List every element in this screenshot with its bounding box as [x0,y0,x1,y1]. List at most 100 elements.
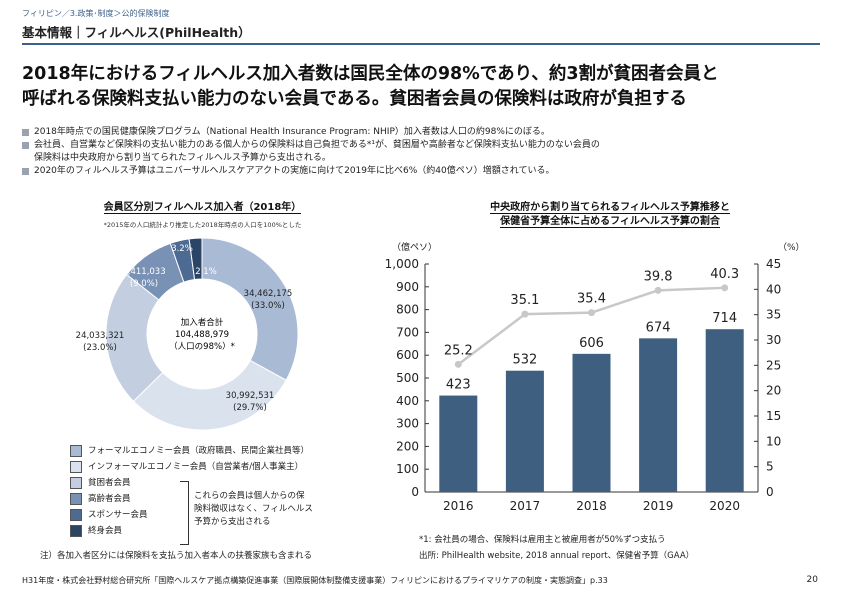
left-tick-label: 500 [396,371,419,385]
legend-poor: 貧困者会員 [70,475,309,491]
legend-sponsor: スポンサー会員 [70,507,309,523]
left-tick-label: 1,000 [385,257,419,271]
donut-chart: 34,462,175 (33.0%) 30,992,531 (29.7%) 24,033… [76,237,299,431]
ratio-point [654,286,662,294]
donut-center-line-3: （人口の98%）* [169,341,235,352]
left-tick-label: 0 [411,485,419,499]
bar-2016 [439,395,478,492]
ratio-value-label: 35.4 [577,292,606,307]
left-tick-label: 600 [396,348,419,362]
left-tick-label: 200 [396,439,419,453]
donut-pct-label-4: 3.2% [171,244,193,254]
legend-bracket [180,481,189,545]
left-tick-label: 800 [396,303,419,317]
bullet-1: 2018年時点での国民健康保険プログラム（National Health Ins… [22,126,822,139]
x-tick-label: 2018 [576,499,607,513]
x-tick-label: 2017 [510,499,541,513]
donut-pct-label-5: 2.1% [195,267,217,277]
bar-source: 出所: PhilHealth website, 2018 annual repo… [419,551,695,561]
legend-informal: インフォーマルエコノミー会員（自営業者/個人事業主） [70,459,309,475]
donut-center-line-1: 加入者合計 [181,317,224,328]
right-tick-label: 10 [766,434,781,448]
right-tick-label: 20 [766,384,781,398]
legend-swatch [70,509,82,521]
headline: 2018年におけるフィルヘルス加入者数は国民全体の98%であり、約3割が貧困者会… [22,62,822,112]
legend-senior: 高齢者会員 [70,491,309,507]
page-number: 20 [806,575,818,585]
right-tick-label: 25 [766,358,781,372]
right-tick-label: 0 [766,485,774,499]
ratio-point [521,310,529,318]
bar-value-label: 674 [646,320,671,335]
x-tick-label: 2019 [643,499,674,513]
bar-2017 [505,370,544,492]
donut-value-label-0: 34,462,175 [244,289,293,299]
right-axis-unit: （%） [778,242,805,253]
left-tick-label: 100 [396,462,419,476]
donut-footnote: 注）各加入者区分には保険料を支払う加入者本人の扶養家族も含まれる [40,551,313,561]
donut-pct-label-0: (33.0%) [251,301,285,311]
x-tick-label: 2016 [443,499,474,513]
title-divider [22,43,820,45]
ratio-point [588,309,595,317]
bullet-list: 2018年時点での国民健康保険プログラム（National Health Ins… [22,126,822,178]
legend-swatch [70,525,82,537]
right-tick-label: 45 [766,257,781,271]
donut-title: 会員区分別フィルヘルス加入者（2018年） [103,202,302,214]
ratio-value-label: 25.2 [444,343,473,358]
bar-value-label: 423 [446,378,471,393]
bar-value-label: 714 [712,311,737,326]
right-tick-label: 35 [766,308,781,322]
left-tick-label: 700 [396,325,419,339]
legend-swatch [70,477,82,489]
donut-slice-0 [201,237,299,381]
x-tick-label: 2020 [709,499,740,513]
legend-swatch [70,445,82,457]
left-tick-label: 900 [396,280,419,294]
donut-center-box [160,312,244,356]
donut-legend: フォーマルエコノミー会員（政府職員、民間企業社員等） インフォーマルエコノミー会… [70,443,309,539]
left-tick-label: 400 [396,394,419,408]
donut-value-label-3: 9,411,033 [122,267,165,277]
breadcrumb: フィリピン／3.政策･制度＞公的保険制度 [22,9,170,18]
bar-2019 [639,338,678,492]
section-title: 基本情報｜フィルヘルス(PhilHealth） [22,25,251,40]
donut-note: *2015年の人口統計より推定した2018年時点の人口を100%とした [103,221,302,229]
bar-value-label: 606 [579,336,604,351]
left-tick-label: 300 [396,417,419,431]
legend-formal: フォーマルエコノミー会員（政府職員、民間企業社員等） [70,443,309,459]
donut-value-label-2: 24,033,321 [76,331,125,341]
bar-2018 [572,353,611,492]
ratio-point [721,284,729,292]
donut-value-label-1: 30,992,531 [226,391,275,401]
ratio-value-label: 40.3 [710,267,739,282]
bar-line-chart: （億ペソ） （%）01002003004005006007008009001,00… [385,241,805,513]
donut-slice-5 [188,237,203,281]
bar-footnote: *1: 会社員の場合、保険料は雇用主と被雇用者が50%ずつ支払う [419,535,666,545]
donut-pct-label-3: (9.0%) [130,279,158,289]
ratio-point [454,360,462,368]
headline-line-2: 呼ばれる保険料支払い能力のない会員である。貧困者会員の保険料は政府が負担する [22,89,687,109]
right-tick-label: 5 [766,460,774,474]
donut-center-line-2: 104,488,979 [175,330,229,340]
bullet-2: 会社員、自営業など保険料の支払い能力のある個人からの保険料は自己負担である*¹が… [22,139,822,152]
donut-slice-1 [132,359,287,431]
donut-pct-label-1: (29.7%) [233,403,267,413]
bar-chart-title: 中央政府から割り当てられるフィルヘルス予算推移と 保健省予算全体に占めるフィルヘ… [490,202,730,228]
bar-2020 [705,329,744,492]
legend-swatch [70,493,82,505]
donut-pct-label-2: (23.0%) [83,343,117,353]
right-tick-label: 30 [766,333,781,347]
bullet-3: 2020年のフィルヘルス予算はユニバーサルヘルスケアアクトの実施に向けて2019… [22,165,822,178]
bar-value-label: 532 [512,353,537,368]
legend-swatch [70,461,82,473]
legend-note: これらの会員は個人からの保 険料徴収はなく、フィルヘルス 予算から支出される [194,491,313,527]
legend-lifetime: 終身会員 [70,523,309,539]
page-footer: H31年度・株式会社野村総合研究所「国際ヘルスケア拠点構築促進事業（国際展開体制… [22,576,608,585]
headline-line-1: 2018年におけるフィルヘルス加入者数は国民全体の98%であり、約3割が貧困者会… [22,64,719,84]
ratio-value-label: 35.1 [510,293,539,308]
left-axis-unit: （億ペソ） [392,241,437,253]
right-tick-label: 15 [766,409,781,423]
bullet-2-cont: 保険料は中央政府から割り当てられたフィルヘルス予算から支出される。 [34,153,331,163]
ratio-value-label: 39.8 [644,269,673,284]
